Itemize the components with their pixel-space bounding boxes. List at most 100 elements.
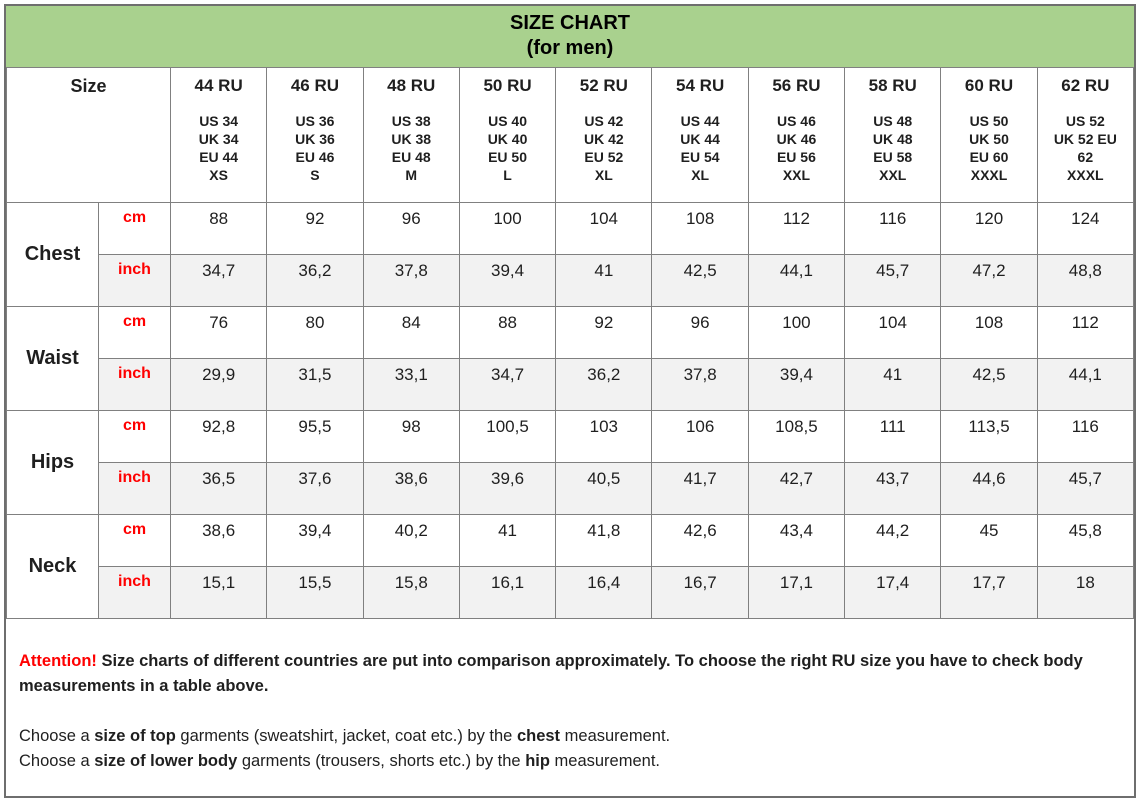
intl-size-line: 62 xyxy=(1077,149,1094,165)
chart-title-line1: SIZE CHART xyxy=(510,12,630,34)
intl-size-line: EU 56 xyxy=(776,149,816,165)
intl-size-line: US 50 xyxy=(969,113,1009,129)
value-cell: 38,6 xyxy=(169,514,268,567)
attention-note: Attention! Size charts of different coun… xyxy=(19,649,1121,699)
footer-text-fragment: measurement. xyxy=(560,727,671,745)
intl-size-line: EU 58 xyxy=(873,149,913,165)
intl-size-lines: US 46 UK 46 EU 56 XXL xyxy=(751,112,842,184)
intl-size-lines: US 48 UK 48 EU 58 XXL xyxy=(847,112,938,184)
value-cell: 76 xyxy=(169,306,268,359)
category-cell: Neck xyxy=(6,514,99,619)
value-cell: 37,8 xyxy=(362,254,460,307)
value-cell: 15,1 xyxy=(169,566,268,619)
unit-cell: inch xyxy=(98,462,171,515)
value-cell: 47,2 xyxy=(940,254,1038,307)
measurement-row: Hips cm 92,8 95,5 98 100,5 103 106 108,5 111 113,5… xyxy=(6,410,1135,515)
footer-text-fragment: Choose a xyxy=(19,752,95,770)
intl-size-line: UK 52 EU xyxy=(1053,131,1117,147)
footer-text-fragment: chest xyxy=(516,727,561,745)
value-cell: 16,1 xyxy=(458,566,557,619)
value-cell: 116 xyxy=(844,202,942,255)
intl-size-line: US 44 xyxy=(680,113,720,129)
intl-size-line: XXL xyxy=(782,167,811,183)
value-cell: 44,1 xyxy=(1036,358,1135,411)
unit-cell: inch xyxy=(98,254,171,307)
ru-size-label: 56 RU xyxy=(772,76,821,95)
measurement-row: Chest cm 88 92 96 100 104 108 112 116 120 124 xyxy=(6,202,1135,307)
value-cell: 48,8 xyxy=(1036,254,1135,307)
value-cell: 95,5 xyxy=(266,410,364,463)
intl-size-line: UK 46 xyxy=(776,131,817,147)
choose-lower-note: Choose a size of lower body garments (tr… xyxy=(19,749,1121,774)
intl-size-line: UK 36 xyxy=(295,131,335,147)
unit-cell: cm xyxy=(98,306,171,359)
unit-cell: cm xyxy=(98,202,171,255)
value-cell: 41 xyxy=(844,358,942,411)
size-column-header: 58 RU US 48 UK 48 EU 58 XXL xyxy=(844,67,942,203)
size-column-header: 48 RU US 38 UK 38 EU 48 M xyxy=(362,67,460,203)
intl-size-line: UK 50 xyxy=(969,131,1009,147)
size-column-header: 54 RU US 44 UK 44 EU 54 XL xyxy=(651,67,749,203)
intl-size-lines: US 52 UK 52 EU 62 XXXL xyxy=(1040,112,1131,184)
size-column-header: 46 RU US 36 UK 36 EU 46 S xyxy=(266,67,364,203)
value-cell: 31,5 xyxy=(266,358,364,411)
intl-size-line: UK 34 xyxy=(198,131,239,147)
category-cell: Chest xyxy=(6,202,99,307)
value-cell: 17,4 xyxy=(844,566,942,619)
footer-text-fragment: hip xyxy=(525,752,550,770)
value-cell: 104 xyxy=(844,306,942,359)
size-column-header: 56 RU US 46 UK 46 EU 56 XXL xyxy=(747,67,846,203)
value-cell: 112 xyxy=(1036,306,1135,359)
value-cell: 108 xyxy=(651,202,749,255)
value-cell: 113,5 xyxy=(940,410,1038,463)
intl-size-line: US 38 xyxy=(391,113,431,129)
ru-size-label: 44 RU xyxy=(194,76,243,95)
ru-size-label: 54 RU xyxy=(676,76,725,95)
intl-size-line: XXL xyxy=(879,167,907,183)
value-cell: 39,4 xyxy=(747,358,846,411)
value-cell: 44,2 xyxy=(844,514,942,567)
intl-size-line: EU 46 xyxy=(295,149,335,165)
ru-size-label: 46 RU xyxy=(290,76,340,95)
ru-size-label: 52 RU xyxy=(579,76,628,95)
intl-size-line: UK 48 xyxy=(872,131,913,147)
attention-text: Size charts of different countries are p… xyxy=(19,652,1083,695)
value-cell: 108,5 xyxy=(747,410,846,463)
intl-size-lines: US 40 UK 40 EU 50 L xyxy=(462,112,553,184)
table-header-row: Size 44 RU US 34 UK 34 EU 44 XS 46 RU US 36 UK 3… xyxy=(6,67,1135,203)
value-cell: 16,7 xyxy=(651,566,749,619)
size-column-header: 44 RU US 34 UK 34 EU 44 XS xyxy=(169,67,268,203)
intl-size-line: US 42 xyxy=(584,113,624,129)
value-cell: 120 xyxy=(940,202,1038,255)
footer-text-fragment: size of top xyxy=(94,727,176,745)
intl-size-line: EU 52 xyxy=(584,149,624,165)
unit-cell: inch xyxy=(98,358,171,411)
value-cell: 39,6 xyxy=(458,462,557,515)
value-cell: 40,5 xyxy=(555,462,653,515)
unit-cell: cm xyxy=(98,514,171,567)
value-cell: 17,1 xyxy=(747,566,846,619)
intl-size-line: US 40 xyxy=(488,113,527,129)
intl-size-line: XXXL xyxy=(970,167,1008,183)
measurement-row: Waist cm 76 80 84 88 92 96 100 104 108 112 xyxy=(6,306,1135,411)
value-cell: 92 xyxy=(266,202,364,255)
measurement-row: Neck cm 38,6 39,4 40,2 41 41,8 42,6 43,4 44,2 45 45… xyxy=(6,514,1135,619)
value-cell: 100 xyxy=(747,306,846,359)
size-table-body: Size 44 RU US 34 UK 34 EU 44 XS 46 RU US 36 UK 3… xyxy=(6,67,1135,619)
value-cell: 36,2 xyxy=(555,358,653,411)
unit-cell: cm xyxy=(98,410,171,463)
intl-size-lines: US 34 UK 34 EU 44 XS xyxy=(173,112,264,184)
footer-text-fragment: size of lower body xyxy=(94,752,238,770)
value-cell: 16,4 xyxy=(555,566,653,619)
size-chart-sheet: SIZE CHART (for men) Size 44 RU US 34 UK 34… xyxy=(4,4,1136,798)
intl-size-line: US 52 xyxy=(1065,113,1105,129)
intl-size-line: US 48 xyxy=(873,113,913,129)
value-cell: 15,8 xyxy=(362,566,460,619)
value-cell: 33,1 xyxy=(362,358,460,411)
intl-size-line: US 46 xyxy=(776,113,816,129)
value-cell: 37,8 xyxy=(651,358,749,411)
intl-size-line: EU 60 xyxy=(969,149,1009,165)
intl-size-line: EU 48 xyxy=(391,149,431,165)
intl-size-line: US 34 xyxy=(199,113,239,129)
value-cell: 43,7 xyxy=(844,462,942,515)
